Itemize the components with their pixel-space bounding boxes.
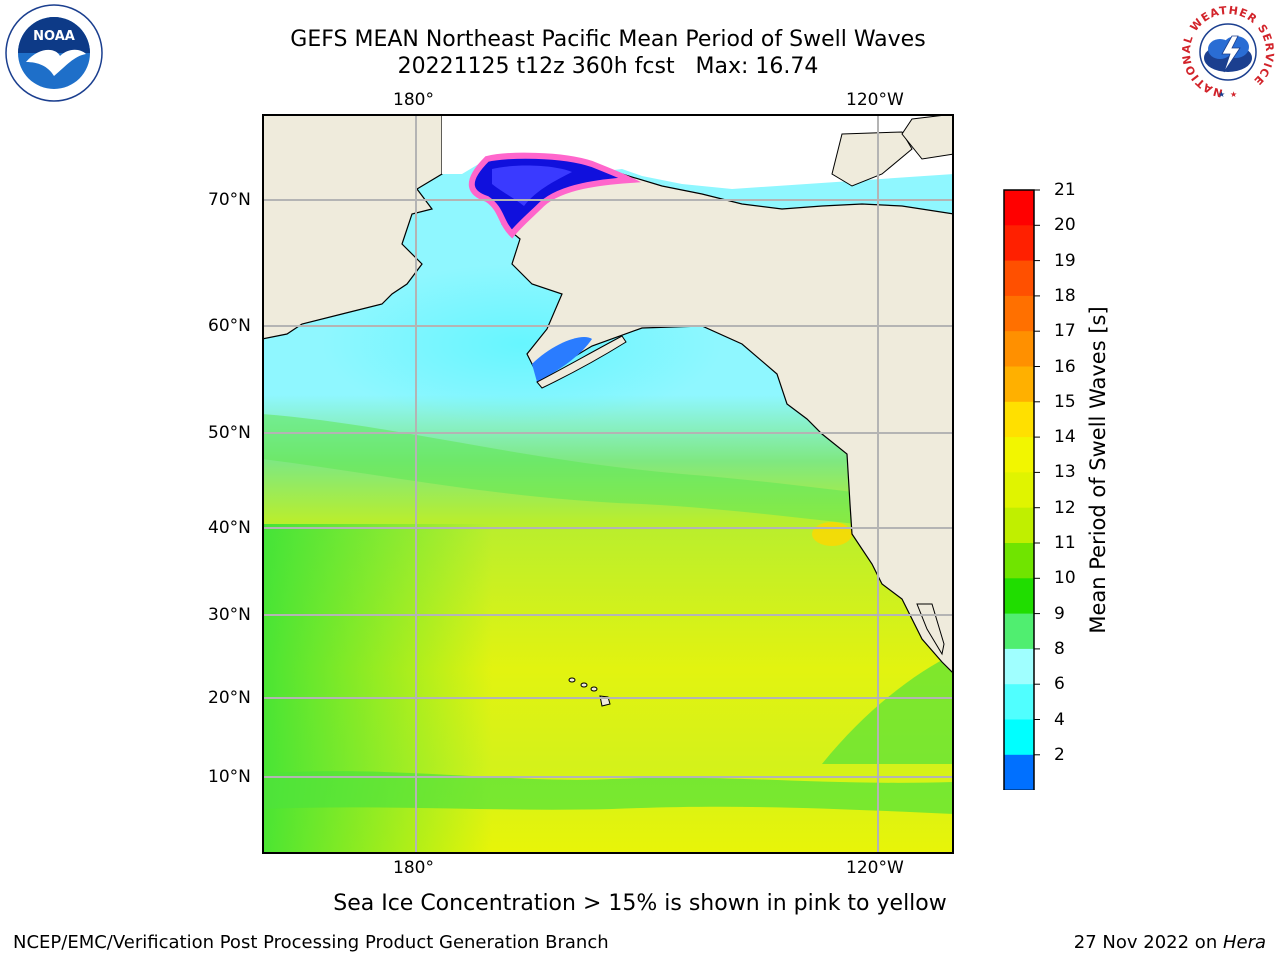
colorbar-cell — [1004, 543, 1034, 579]
lat-label-60n: 60°N — [208, 316, 251, 336]
swell-green-south-band — [262, 771, 954, 814]
map-border — [262, 114, 954, 854]
swell-blue-bristol-bay — [532, 336, 592, 382]
colorbar-cell — [1004, 331, 1034, 367]
colorbar-cell — [1004, 613, 1034, 650]
noaa-logo-text: NOAA — [33, 29, 75, 44]
swell-max-spot — [812, 522, 852, 546]
map-title: GEFS MEAN Northeast Pacific Mean Period … — [290, 27, 926, 52]
colorbar-tick-label: 9 — [1054, 603, 1065, 624]
swell-green-east — [822, 654, 954, 764]
top-lon-label-180: 180° — [393, 90, 434, 110]
colorbar-tick-label: 15 — [1054, 391, 1076, 412]
swell-green-north-band — [262, 414, 954, 534]
swell-period-map — [261, 113, 955, 854]
colorbar-tick-label: 10 — [1054, 568, 1076, 589]
land-baja — [916, 603, 945, 656]
land-alaska-peninsula — [536, 335, 627, 389]
bottom-lon-label-180: 180° — [393, 858, 434, 878]
map-panel — [261, 113, 955, 854]
colorbar-tick-label: 14 — [1054, 427, 1076, 448]
colorbar-cell — [1004, 225, 1034, 262]
lat-label-50n: 50°N — [208, 423, 251, 443]
colorbar-cell — [1004, 260, 1034, 297]
svg-text:★: ★ — [1218, 90, 1225, 99]
colorbar-tick-label: 4 — [1054, 709, 1065, 730]
colorbar-cell — [1004, 401, 1034, 438]
colorbar-cell — [1004, 190, 1034, 226]
footer-left: NCEP/EMC/Verification Post Processing Pr… — [13, 932, 609, 953]
colorbar-cell — [1004, 719, 1034, 756]
colorbar-cell — [1004, 295, 1034, 332]
lat-label-70n: 70°N — [208, 190, 251, 210]
sea-ice-core — [492, 165, 572, 206]
footer-right: 27 Nov 2022 on Hera — [1074, 932, 1266, 954]
colorbar-tick-label: 13 — [1054, 462, 1076, 483]
land-siberia — [261, 113, 443, 340]
lat-label-40n: 40°N — [208, 518, 251, 538]
colorbar-tick-label: 8 — [1054, 638, 1065, 659]
colorbar — [990, 180, 1090, 820]
colorbar-cell — [1004, 472, 1034, 509]
colorbar-label: Mean Period of Swell Waves [s] — [1086, 306, 1110, 634]
colorbar-cell — [1004, 684, 1034, 720]
colorbar-tick-label: 12 — [1054, 497, 1076, 518]
colorbar-tick-label: 17 — [1054, 321, 1076, 342]
sea-ice-caption: Sea Ice Concentration > 15% is shown in … — [333, 891, 947, 916]
colorbar-cell — [1004, 578, 1034, 615]
noaa-logo: NOAA — [4, 4, 104, 102]
land-banks-island — [831, 131, 913, 187]
colorbar-tick-label: 21 — [1054, 180, 1076, 200]
nws-logo: NATIONAL WEATHER SERVICE ★ ★ — [1178, 2, 1278, 102]
colorbar-tick-label: 20 — [1054, 215, 1076, 236]
colorbar-tick-label: 2 — [1054, 744, 1065, 765]
colorbar-tick-label: 11 — [1054, 533, 1076, 553]
colorbar-tick-label: 16 — [1054, 356, 1076, 377]
map-subtitle: 20221125 t12z 360h fcst Max: 16.74 — [397, 54, 819, 79]
colorbar-tick-label: 19 — [1054, 250, 1076, 271]
graticule — [262, 114, 954, 854]
colorbar-outline — [1003, 189, 1035, 791]
colorbar-tick-label: 18 — [1054, 285, 1076, 306]
colorbar-cell — [1004, 754, 1034, 791]
colorbar-tick-label: 6 — [1054, 674, 1065, 695]
colorbar-cell — [1004, 366, 1034, 403]
lat-label-30n: 30°N — [208, 605, 251, 625]
footer-date: 27 Nov 2022 on — [1073, 932, 1223, 953]
top-lon-label-120w: 120°W — [846, 90, 904, 110]
colorbar-cell — [1004, 507, 1034, 544]
lat-label-20n: 20°N — [208, 688, 251, 708]
svg-text:★: ★ — [1230, 90, 1237, 99]
colorbar-svg — [1003, 189, 1040, 820]
colorbar-cell — [1004, 437, 1034, 473]
bottom-lon-label-120w: 120°W — [846, 858, 904, 878]
colorbar-cell — [1004, 648, 1034, 685]
lat-label-10n: 10°N — [208, 767, 251, 787]
footer-host: Hera — [1222, 932, 1266, 953]
